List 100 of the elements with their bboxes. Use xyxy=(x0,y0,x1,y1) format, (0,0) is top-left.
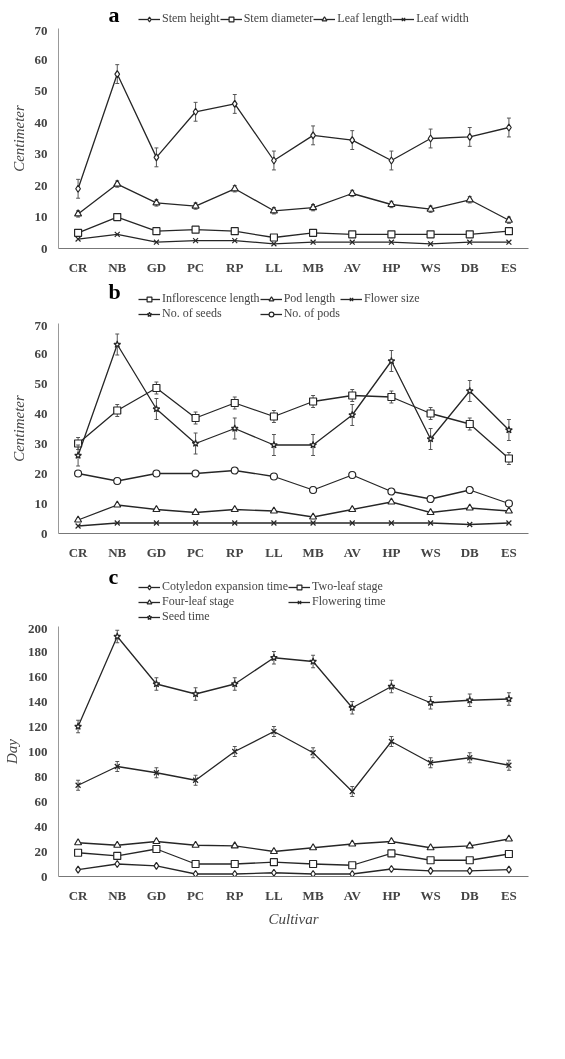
point xyxy=(152,836,161,845)
point xyxy=(504,834,514,842)
chart-title: b xyxy=(108,278,121,304)
point xyxy=(114,231,121,238)
x-tick-label: PC xyxy=(186,259,205,275)
point xyxy=(308,859,318,869)
y-tick-label: 10 xyxy=(34,495,48,511)
y-tick-label: 10 xyxy=(34,209,48,225)
legend-label: No. of seeds xyxy=(162,306,222,321)
point xyxy=(269,858,279,867)
point xyxy=(73,848,83,857)
x-tick-label: CR xyxy=(68,544,89,560)
point xyxy=(230,504,239,513)
point xyxy=(465,841,474,849)
x-tick-label: PC xyxy=(186,544,205,560)
point xyxy=(270,156,277,165)
point xyxy=(230,227,239,236)
point xyxy=(114,69,121,79)
point xyxy=(231,519,238,527)
point xyxy=(231,237,238,244)
point xyxy=(465,856,474,865)
point xyxy=(152,404,161,413)
x-tick-label: LL xyxy=(265,259,283,275)
x-tick-label: NB xyxy=(108,887,127,903)
x-tick-label: LL xyxy=(265,887,283,903)
point xyxy=(113,500,122,508)
x-tick-label: HP xyxy=(382,887,401,903)
point xyxy=(427,519,434,527)
y-tick-label: 180 xyxy=(28,643,48,659)
x-tick-label: HP xyxy=(382,259,401,275)
chart-title: c xyxy=(108,563,119,589)
point xyxy=(230,424,239,432)
point xyxy=(505,123,512,132)
point xyxy=(192,869,199,877)
x-tick-label: LL xyxy=(265,544,283,560)
point xyxy=(191,507,200,516)
point xyxy=(505,239,512,246)
point xyxy=(269,506,279,514)
x-tick-label: CR xyxy=(68,259,89,275)
point xyxy=(192,107,199,116)
point xyxy=(153,239,160,246)
x-axis-title: Cultivar xyxy=(268,910,319,927)
point xyxy=(230,679,239,688)
x-tick-label: GD xyxy=(146,544,167,560)
point xyxy=(152,227,161,236)
x-tick-label: WS xyxy=(420,887,441,903)
point xyxy=(113,840,122,848)
y-tick-label: 50 xyxy=(34,83,48,99)
point xyxy=(387,849,396,858)
x-tick-label: ES xyxy=(500,887,517,903)
y-tick-label: 60 xyxy=(34,345,48,361)
x-tick-label: MB xyxy=(302,887,324,903)
y-tick-label: 20 xyxy=(34,843,48,859)
legend-label: Leaf width xyxy=(416,11,469,26)
point xyxy=(349,135,356,145)
point xyxy=(388,239,395,246)
point xyxy=(348,861,357,870)
y-tick-label: 160 xyxy=(28,668,48,684)
x-tick-label: DB xyxy=(460,259,480,275)
y-tick-label: 70 xyxy=(34,22,48,38)
point xyxy=(191,225,200,234)
point xyxy=(387,497,396,505)
point xyxy=(309,657,318,665)
point xyxy=(74,722,83,730)
x-tick-label: DB xyxy=(460,544,480,560)
point xyxy=(505,519,512,527)
point xyxy=(310,869,317,877)
point xyxy=(308,228,318,237)
point xyxy=(466,866,473,875)
point xyxy=(73,515,83,523)
point xyxy=(465,503,474,511)
point xyxy=(504,694,513,703)
point xyxy=(309,440,318,449)
point xyxy=(426,698,435,707)
point xyxy=(387,356,396,365)
y-tick-label: 60 xyxy=(34,793,48,809)
point xyxy=(466,132,473,142)
legend-label: Seed time xyxy=(162,609,210,624)
legend-label: No. of pods xyxy=(283,306,340,321)
y-tick-label: 120 xyxy=(28,718,48,734)
point xyxy=(426,843,435,851)
point xyxy=(230,859,239,869)
point xyxy=(73,228,83,237)
point xyxy=(427,134,434,143)
legend-label: Stem diameter xyxy=(243,11,314,26)
point xyxy=(152,679,161,688)
y-axis-title: Day xyxy=(4,738,20,765)
point xyxy=(114,859,121,869)
point xyxy=(465,696,474,704)
legend-label: Cotyledon expansion time xyxy=(162,579,288,594)
point xyxy=(310,239,317,246)
x-tick-label: ES xyxy=(500,544,517,560)
x-tick-label: ES xyxy=(500,259,517,275)
point xyxy=(504,425,513,434)
point xyxy=(269,440,278,449)
point xyxy=(308,843,318,851)
y-tick-label: 200 xyxy=(28,620,48,636)
x-tick-label: WS xyxy=(420,259,441,275)
point xyxy=(73,838,83,846)
y-tick-label: 40 xyxy=(34,818,48,834)
